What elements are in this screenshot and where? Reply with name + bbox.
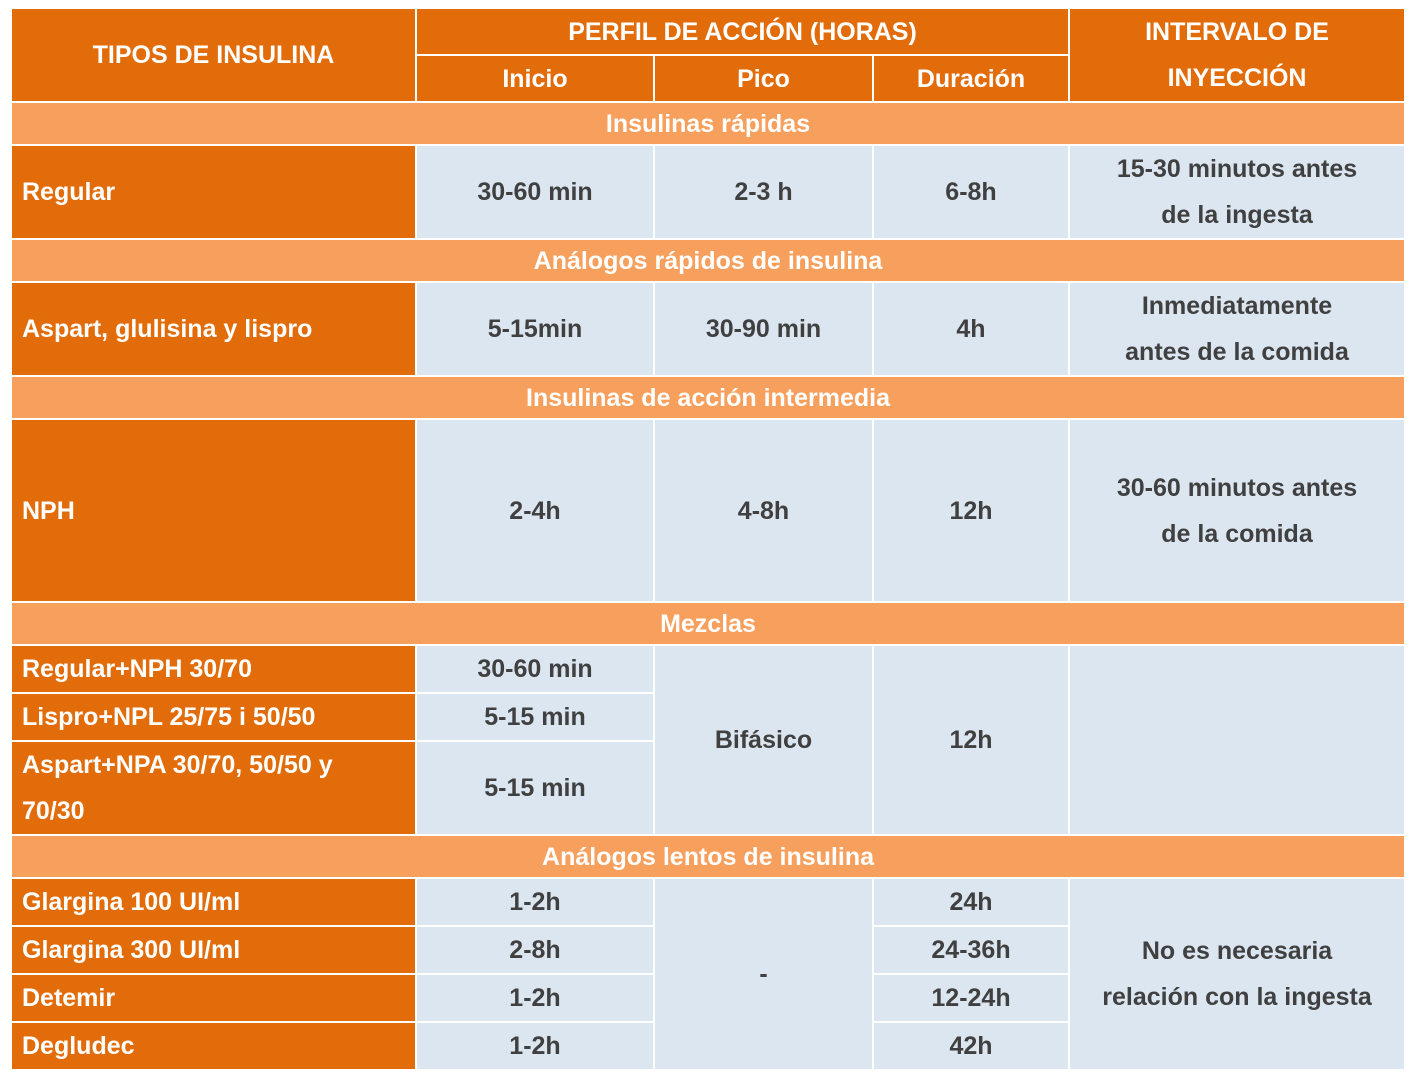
header-peak: Pico [653,54,874,103]
onset-glargina-300: 2-8h [415,925,655,975]
section-rapid: Insulinas rápidas [9,101,1407,146]
interval-slow-analogs-line1: No es necesaria [1141,937,1333,965]
interval-slow-analogs: No es necesaria relación con la ingesta [1068,877,1407,1071]
interval-slow-analogs-line2: relación con la ingesta [1102,983,1372,1011]
section-rapid-analogs: Análogos rápidos de insulina [9,238,1407,283]
onset-mix-regular-nph: 30-60 min [415,644,655,694]
interval-rapid-analogs: Inmediatamente antes de la comida [1068,281,1407,377]
duration-degludec: 42h [871,1021,1071,1071]
interval-rapid-analogs-line2: antes de la comida [1125,338,1349,366]
onset-nph: 2-4h [415,418,655,603]
peak-rapid-analogs: 30-90 min [653,281,874,377]
duration-glargina-300: 24-36h [871,925,1071,975]
type-mix-aspart-npa-line2: 70/30 [22,797,85,825]
header-interval-line1: INTERVALO DE [1145,18,1329,46]
header-interval-line2: INYECCIÓN [1167,64,1307,92]
onset-mix-lispro-npl: 5-15 min [415,692,655,742]
header-profile: PERFIL DE ACCIÓN (HORAS) [414,7,1071,56]
onset-degludec: 1-2h [415,1021,655,1071]
type-rapid-analogs: Aspart, glulisina y lispro [10,281,417,377]
type-regular: Regular [10,144,417,240]
onset-glargina-100: 1-2h [415,877,655,927]
type-glargina-100: Glargina 100 UI/ml [10,877,417,927]
interval-nph-line1: 30-60 minutos antes [1116,473,1358,502]
onset-regular: 30-60 min [415,144,655,240]
peak-mixes: Bifásico [653,644,874,836]
type-detemir: Detemir [10,973,417,1023]
insulin-table: TIPOS DE INSULINA PERFIL DE ACCIÓN (HORA… [9,7,1407,1071]
onset-mix-aspart-npa: 5-15 min [415,740,655,836]
peak-regular: 2-3 h [653,144,874,240]
type-mix-aspart-npa-line1: Aspart+NPA 30/70, 50/50 y [22,751,333,779]
onset-detemir: 1-2h [415,973,655,1023]
type-mix-regular-nph: Regular+NPH 30/70 [10,644,417,694]
duration-rapid-analogs: 4h [871,281,1071,377]
section-intermediate: Insulinas de acción intermedia [9,375,1407,420]
type-nph: NPH [10,418,417,603]
type-glargina-300: Glargina 300 UI/ml [10,925,417,975]
type-mix-lispro-npl: Lispro+NPL 25/75 i 50/50 [10,692,417,742]
interval-mixes [1068,644,1407,836]
header-interval: INTERVALO DE INYECCIÓN [1068,7,1407,103]
section-slow-analogs: Análogos lentos de insulina [9,834,1407,879]
onset-rapid-analogs: 5-15min [415,281,655,377]
interval-nph-line2: de la comida [1161,519,1313,548]
interval-nph: 30-60 minutos antes de la comida [1068,418,1407,603]
duration-glargina-100: 24h [871,877,1071,927]
duration-regular: 6-8h [871,144,1071,240]
duration-detemir: 12-24h [871,973,1071,1023]
header-onset: Inicio [415,54,655,103]
header-types: TIPOS DE INSULINA [10,7,417,103]
duration-nph: 12h [871,418,1071,603]
section-mixes: Mezclas [9,601,1407,646]
header-duration: Duración [871,54,1071,103]
duration-mixes: 12h [871,644,1071,836]
type-degludec: Degludec [10,1021,417,1071]
peak-nph: 4-8h [653,418,874,603]
interval-rapid-analogs-line1: Inmediatamente [1141,292,1333,320]
interval-regular-line2: de la ingesta [1161,201,1313,229]
interval-regular-line1: 15-30 minutos antes [1116,155,1358,183]
interval-regular: 15-30 minutos antes de la ingesta [1068,144,1407,240]
type-mix-aspart-npa: Aspart+NPA 30/70, 50/50 y 70/30 [10,740,417,836]
peak-slow-analogs: - [653,877,874,1071]
